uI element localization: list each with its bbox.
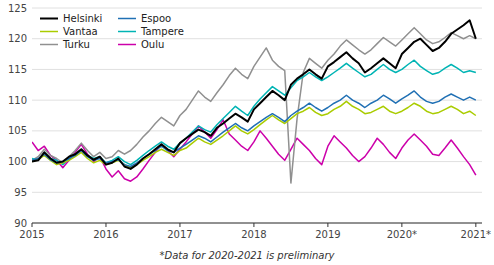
chart: 90 95 100 105 110 115 120 125 2015 2016 2017 2018 20…	[0, 0, 494, 265]
x-tick-label: 2016	[93, 229, 118, 240]
x-tick-label: 2021*	[461, 229, 491, 240]
legend-label: Tampere	[140, 26, 184, 37]
legend-swatch	[40, 31, 58, 33]
y-tick-label: 105	[8, 125, 27, 136]
x-tick-label: 2020*	[387, 229, 417, 240]
legend-swatch	[118, 18, 136, 20]
y-tick-label: 95	[14, 187, 27, 198]
y-tick-label: 100	[8, 156, 27, 167]
y-tick-label: 115	[8, 64, 27, 75]
legend: Helsinki Espoo Vantaa Tampere Turku Oulu	[40, 13, 184, 50]
legend-swatch	[40, 44, 58, 46]
x-axis-line	[32, 223, 482, 224]
grid-line	[32, 130, 482, 131]
grid-line	[32, 223, 482, 224]
y-tick-label: 120	[8, 33, 27, 44]
legend-label: Turku	[62, 39, 90, 50]
x-tick	[179, 223, 180, 227]
legend-swatch	[118, 31, 136, 33]
series-line	[32, 91, 476, 167]
x-tick-label: 2015	[19, 229, 44, 240]
grid-line	[32, 38, 482, 39]
x-tick-label: 2019	[315, 229, 340, 240]
grid-line	[32, 100, 482, 101]
series-line	[32, 60, 476, 164]
x-tick-label: 2018	[241, 229, 266, 240]
x-tick	[253, 223, 254, 227]
x-tick	[401, 223, 402, 227]
legend-label: Vantaa	[63, 26, 98, 37]
legend-label: Oulu	[141, 39, 164, 50]
grid-line	[32, 69, 482, 70]
x-tick	[32, 223, 33, 227]
legend-swatch	[40, 18, 58, 20]
legend-swatch	[118, 44, 136, 46]
legend-label: Helsinki	[63, 13, 102, 24]
legend-label: Espoo	[141, 13, 171, 24]
series-line	[32, 20, 476, 169]
grid-line	[32, 8, 482, 9]
x-tick	[105, 223, 106, 227]
y-tick-label: 125	[8, 3, 27, 14]
x-tick	[475, 223, 476, 227]
plot-lines	[32, 20, 476, 183]
x-tick-label: 2017	[167, 229, 192, 240]
y-tick-label: 110	[8, 95, 27, 106]
x-tick	[327, 223, 328, 227]
series-line	[32, 28, 476, 183]
y-tick-label: 90	[14, 218, 27, 229]
footnote: *Data for 2020-2021 is preliminary	[159, 250, 335, 261]
grid-line	[32, 192, 482, 193]
